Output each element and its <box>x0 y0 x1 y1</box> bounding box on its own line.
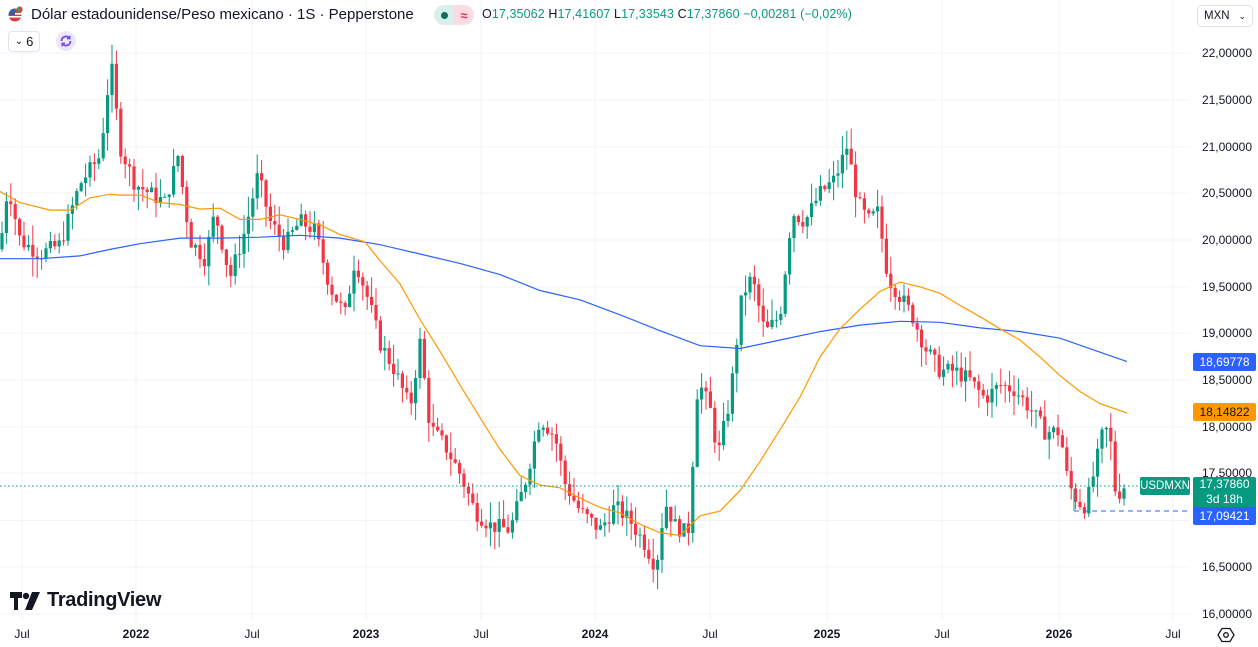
time-axis-label: 2025 <box>813 627 841 641</box>
market-open-dot-icon <box>440 11 448 19</box>
time-axis-label: Jul <box>244 627 260 641</box>
time-axis-label: 2026 <box>1045 627 1073 641</box>
indicators-count: 6 <box>26 34 34 49</box>
tradingview-logo-icon <box>10 591 40 610</box>
price-axis-label: 19,00000 <box>1201 326 1252 340</box>
price-axis-label: 21,50000 <box>1201 93 1252 107</box>
price-axis-label: 19,50000 <box>1201 280 1252 294</box>
time-axis-label: 2023 <box>352 627 380 641</box>
tradingview-logo[interactable]: TradingView <box>10 589 161 612</box>
price-chart[interactable] <box>0 0 1190 620</box>
bar-countdown: 3d 18h <box>1206 492 1243 506</box>
symbol-price-tag: USDMXN <box>1140 477 1190 495</box>
indicators-toggle-button[interactable]: ⌄ 6 <box>8 31 40 52</box>
time-axis-label: 2024 <box>581 627 609 641</box>
price-axis-label: 18,50000 <box>1201 373 1252 387</box>
price-axis-label: 22,00000 <box>1201 46 1252 60</box>
last-price-tag: 17,37860 3d 18h <box>1193 477 1256 511</box>
approx-icon: ≈ <box>454 5 474 25</box>
symbol-title[interactable]: Dólar estadounidense/Peso mexicano · 1S … <box>31 6 414 23</box>
price-axis-label: 16,00000 <box>1201 607 1252 621</box>
settings-hexagon-icon[interactable] <box>1217 626 1235 644</box>
price-axis-label: 20,50000 <box>1201 186 1252 200</box>
ma-short-tag: 18,14822 <box>1193 403 1256 421</box>
candlesticks <box>0 44 1126 590</box>
ma-long-line <box>0 234 1128 363</box>
time-axis-label: 2022 <box>122 627 150 641</box>
currency-label: MXN <box>1204 10 1230 22</box>
ohlc-values: O17,35062 H17,41607 L17,33543 C17,37860 … <box>482 7 852 21</box>
ma-short-line <box>0 190 1128 537</box>
price-axis-label: 16,50000 <box>1201 560 1252 574</box>
logo-text: TradingView <box>47 589 162 611</box>
price-axis[interactable]: 22,00000 21,50000 21,00000 20,50000 20,00000… <box>1190 0 1258 647</box>
chevron-down-icon: ⌄ <box>14 36 24 47</box>
time-axis-label: Jul <box>14 627 30 641</box>
currency-selector[interactable]: MXN ⌄ <box>1197 5 1253 27</box>
refresh-icon[interactable] <box>56 31 76 51</box>
price-axis-label: 21,00000 <box>1201 140 1252 154</box>
time-axis-label: Jul <box>934 627 950 641</box>
market-status-badge[interactable]: ≈ <box>434 5 474 25</box>
time-axis-label: Jul <box>1165 627 1181 641</box>
ma-long-tag: 18,69778 <box>1193 353 1256 371</box>
time-axis-label: Jul <box>473 627 489 641</box>
usd-mxn-flag-icon <box>8 6 23 22</box>
price-axis-label: 20,00000 <box>1201 233 1252 247</box>
low-price-tag: 17,09421 <box>1193 507 1256 525</box>
time-axis-label: Jul <box>702 627 718 641</box>
price-axis-label: 18,00000 <box>1201 420 1252 434</box>
chevron-down-icon: ⌄ <box>1238 10 1246 21</box>
price-axis-label: 17,50000 <box>1201 466 1252 480</box>
